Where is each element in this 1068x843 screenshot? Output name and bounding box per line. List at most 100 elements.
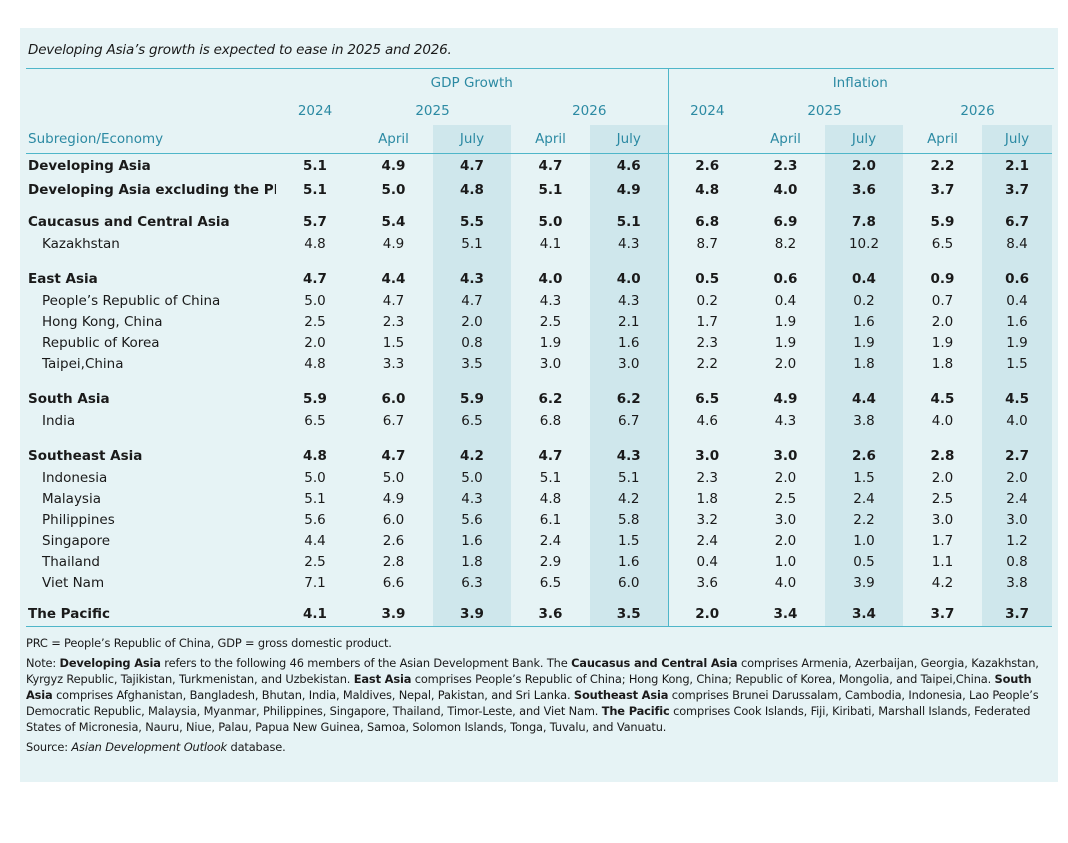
inf-year-2025: 2025 [807, 103, 842, 119]
table-cell: 4.3 [590, 291, 668, 312]
table-cell: 2.1 [982, 153, 1053, 178]
table-cell: 2.3 [773, 158, 798, 174]
table-cell: 0.8 [982, 552, 1053, 573]
table-cell: 4.3 [433, 489, 511, 510]
gdp-growth-header: GDP Growth [430, 75, 513, 91]
table-cell: 5.6 [304, 512, 326, 528]
table-cell: 1.2 [982, 531, 1053, 552]
table-cell: 1.7 [667, 312, 746, 333]
table-cell: 4.4 [381, 271, 406, 287]
gdp-year-2026: 2026 [572, 103, 607, 119]
table-cell: 4.3 [590, 444, 668, 468]
table-cell: 1.8 [825, 354, 903, 375]
row-label-header: Subregion/Economy [26, 125, 276, 154]
table-cell: 6.0 [590, 573, 668, 594]
header-row-months: Subregion/Economy April July April July … [26, 125, 1053, 154]
table-row: The Pacific 4.1 3.9 3.9 3.6 3.5 2.0 3.4 3.4 3.7 3.… [26, 602, 1053, 626]
row-label: Singapore [42, 533, 111, 549]
table-cell: 3.7 [982, 178, 1053, 202]
row-label: Philippines [42, 512, 115, 528]
table-cell: 4.4 [825, 387, 903, 411]
table-cell: 1.5 [825, 468, 903, 489]
table-cell: 8.4 [982, 234, 1053, 255]
gdp-year-2024: 2024 [297, 103, 333, 119]
table-cell: 0.5 [825, 552, 903, 573]
table-cell: 5.5 [433, 210, 511, 234]
table-cell: 2.3 [382, 314, 405, 330]
table-cell: 4.0 [931, 413, 954, 429]
table-cell: 1.9 [774, 314, 797, 330]
table-cell: 1.8 [667, 489, 746, 510]
table-row: India 6.5 6.7 6.5 6.8 6.7 4.6 4.3 3.8 4.0 4.0 [26, 411, 1053, 432]
table-notes: PRC = People’s Republic of China, GDP = … [26, 626, 1052, 755]
table-cell: 1.5 [382, 335, 405, 351]
table-cell: 10.2 [825, 234, 903, 255]
table-cell: 2.5 [539, 314, 562, 330]
table-cell: 5.1 [433, 234, 511, 255]
table-row: East Asia 4.7 4.4 4.3 4.0 4.0 0.5 0.6 0.4 0.9 0.6 [26, 267, 1053, 291]
table-cell: 2.5 [931, 491, 954, 507]
table-cell: 5.9 [303, 391, 327, 407]
header-row-groups: GDP Growth Inflation [26, 69, 1053, 97]
table-cell: 4.0 [982, 411, 1053, 432]
row-label: Developing Asia excluding the PRC [28, 182, 276, 198]
table-cell: 4.8 [304, 236, 326, 252]
table-cell: 2.6 [825, 444, 903, 468]
gdp-2026-july: July [590, 125, 668, 154]
table-cell: 3.3 [382, 356, 405, 372]
table-cell: 1.7 [931, 533, 954, 549]
table-row: Malaysia 5.1 4.9 4.3 4.8 4.2 1.8 2.5 2.4 2.5 2.4 [26, 489, 1053, 510]
table-cell: 4.5 [982, 387, 1053, 411]
table-cell: 6.6 [382, 575, 405, 591]
table-cell: 2.8 [382, 554, 405, 570]
table-cell: 2.0 [774, 470, 797, 486]
table-cell: 3.0 [774, 512, 797, 528]
table-cell: 4.7 [538, 448, 563, 464]
table-cell: 1.6 [433, 531, 511, 552]
gdp-2025-july: July [433, 125, 511, 154]
table-row: Thailand 2.5 2.8 1.8 2.9 1.6 0.4 1.0 0.5 1.1 0.8 [26, 552, 1053, 573]
table-cell: 2.4 [982, 489, 1053, 510]
table-cell: 6.0 [381, 391, 406, 407]
row-label: Taipei,China [42, 356, 124, 372]
source-note: Source: Asian Development Outlook databa… [26, 740, 286, 754]
table-cell: 7.8 [825, 210, 903, 234]
inflation-header: Inflation [667, 69, 1053, 97]
table-cell: 5.9 [433, 387, 511, 411]
table-cell: 4.0 [773, 182, 798, 198]
table-cell: 2.0 [825, 153, 903, 178]
table-row: Caucasus and Central Asia 5.7 5.4 5.5 5.0 5.1… [26, 210, 1053, 234]
header-row-years: 2024 2025 2026 2024 2025 2026 [26, 97, 1052, 125]
table-row: Indonesia 5.0 5.0 5.0 5.1 5.1 2.3 2.0 1.5 2.0 2.0 [26, 468, 1053, 489]
table-row: Philippines 5.6 6.0 5.6 6.1 5.8 3.2 3.0 2.2 3.0 3.… [26, 510, 1053, 531]
table-cell: 4.7 [433, 153, 511, 178]
table-cell: 2.7 [982, 444, 1053, 468]
table-cell: 2.8 [930, 448, 955, 464]
table-panel: Developing Asia’s growth is expected to … [20, 28, 1058, 782]
table-cell: 6.3 [433, 573, 511, 594]
table-cell: 0.7 [931, 293, 954, 309]
inf-2026-april: April [903, 125, 982, 154]
inf-year-2026: 2026 [960, 103, 995, 119]
inf-2025-april: April [746, 125, 825, 154]
table-cell: 2.0 [433, 312, 511, 333]
table-cell: 1.6 [590, 552, 668, 573]
table-row: Singapore 4.4 2.6 1.6 2.4 1.5 2.4 2.0 1.0 1.7 1.2 [26, 531, 1053, 552]
gdp-2025-april: April [354, 125, 433, 154]
table-cell: 4.3 [774, 413, 797, 429]
table-cell: 2.0 [931, 314, 954, 330]
table-cell: 5.4 [381, 214, 406, 230]
table-cell: 4.2 [433, 444, 511, 468]
table-cell: 4.8 [303, 448, 327, 464]
table-cell: 4.2 [590, 489, 668, 510]
table-row: Developing Asia 5.1 4.9 4.7 4.7 4.6 2.6 2.3 2.0 2… [26, 153, 1053, 178]
table-cell: 5.0 [304, 293, 326, 309]
table-cell: 0.5 [667, 267, 746, 291]
table-cell: 4.1 [539, 236, 562, 252]
table-cell: 3.6 [538, 606, 563, 622]
table-cell: 1.6 [825, 312, 903, 333]
table-cell: 4.9 [382, 236, 405, 252]
table-cell: 1.8 [931, 356, 954, 372]
row-label: Southeast Asia [28, 448, 143, 464]
row-label: People’s Republic of China [42, 293, 221, 309]
